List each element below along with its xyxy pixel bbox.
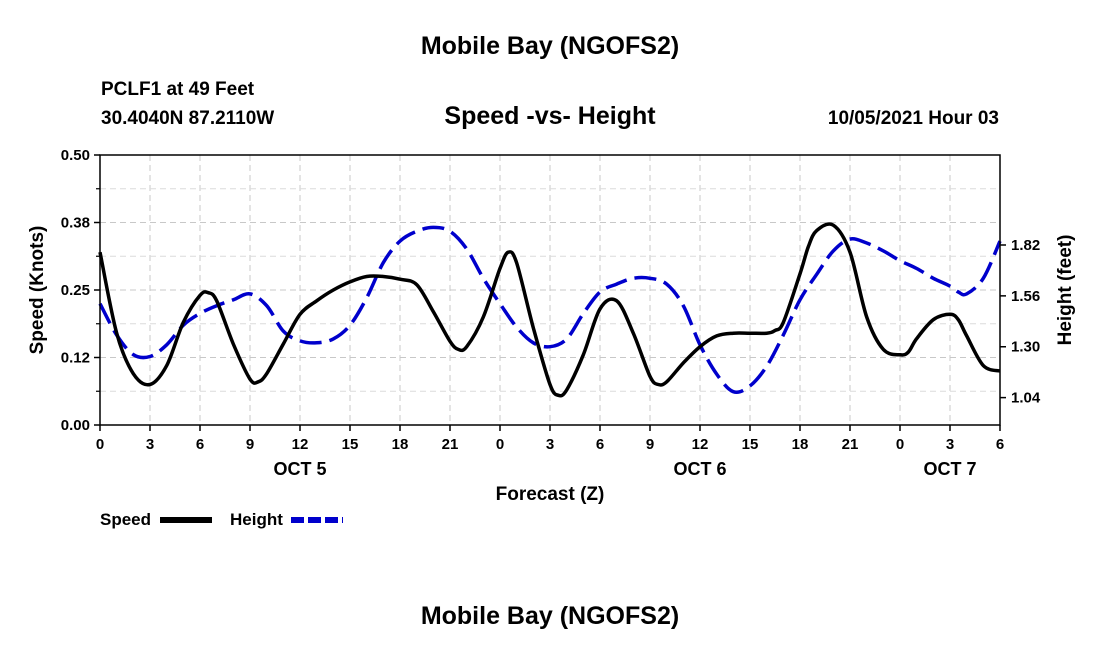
day-label: OCT 7	[923, 459, 976, 479]
x-tick-label: 21	[842, 436, 859, 453]
y-right-tick-label: 1.82	[1011, 237, 1040, 254]
y-left-tick-label: 0.38	[61, 215, 90, 232]
x-axis-label: Forecast (Z)	[496, 484, 605, 505]
x-tick-label: 9	[646, 436, 654, 453]
x-tick-label: 3	[146, 436, 154, 453]
station-label: PCLF1 at 49 Feet	[101, 79, 255, 100]
x-tick-label: 15	[342, 436, 359, 453]
series-line-speed	[98, 222, 1001, 398]
axis-ticks: 0 3 6 9 12 15 18 21 0 3 6 9 12 15 18 21 0 3 6 0.00 0.12 0.25 0…	[61, 147, 1041, 479]
x-tick-label: 18	[392, 436, 409, 453]
y-right-tick-label: 1.56	[1011, 288, 1040, 305]
legend-speed-label: Speed	[100, 510, 151, 529]
day-label: OCT 5	[273, 459, 326, 479]
x-tick-label: 18	[792, 436, 809, 453]
legend: Speed Height	[100, 510, 343, 529]
chart-title: Mobile Bay (NGOFS2)	[421, 32, 679, 60]
y-right-tick-label: 1.04	[1011, 390, 1041, 407]
x-tick-label: 12	[292, 436, 309, 453]
day-label: OCT 6	[673, 459, 726, 479]
chart-subtitle: Speed -vs- Height	[444, 102, 656, 130]
legend-height-label: Height	[230, 510, 283, 529]
y-left-tick-label: 0.12	[61, 350, 90, 367]
x-tick-label: 0	[896, 436, 904, 453]
y-left-tick-label: 0.00	[61, 417, 90, 434]
x-tick-label: 21	[442, 436, 459, 453]
x-tick-label: 12	[692, 436, 709, 453]
y-axis-right-label: Height (feet)	[1055, 235, 1076, 346]
coords-label: 30.4040N 87.2110W	[101, 108, 274, 129]
x-tick-label: 3	[546, 436, 554, 453]
datetime-label: 10/05/2021 Hour 03	[828, 108, 999, 129]
data-series	[98, 222, 1002, 398]
x-tick-label: 6	[196, 436, 204, 453]
footer-title: Mobile Bay (NGOFS2)	[421, 602, 679, 630]
x-tick-label: 6	[596, 436, 604, 453]
y-left-tick-label: 0.50	[61, 147, 90, 164]
x-tick-label: 0	[96, 436, 104, 453]
x-tick-label: 9	[246, 436, 254, 453]
x-tick-label: 3	[946, 436, 954, 453]
y-left-tick-label: 0.25	[61, 282, 90, 299]
x-tick-label: 6	[996, 436, 1004, 453]
y-axis-left-label: Speed (Knots)	[27, 226, 48, 355]
series-line-height	[98, 225, 1002, 394]
x-tick-label: 0	[496, 436, 504, 453]
y-right-tick-label: 1.30	[1011, 339, 1040, 356]
x-tick-label: 15	[742, 436, 759, 453]
